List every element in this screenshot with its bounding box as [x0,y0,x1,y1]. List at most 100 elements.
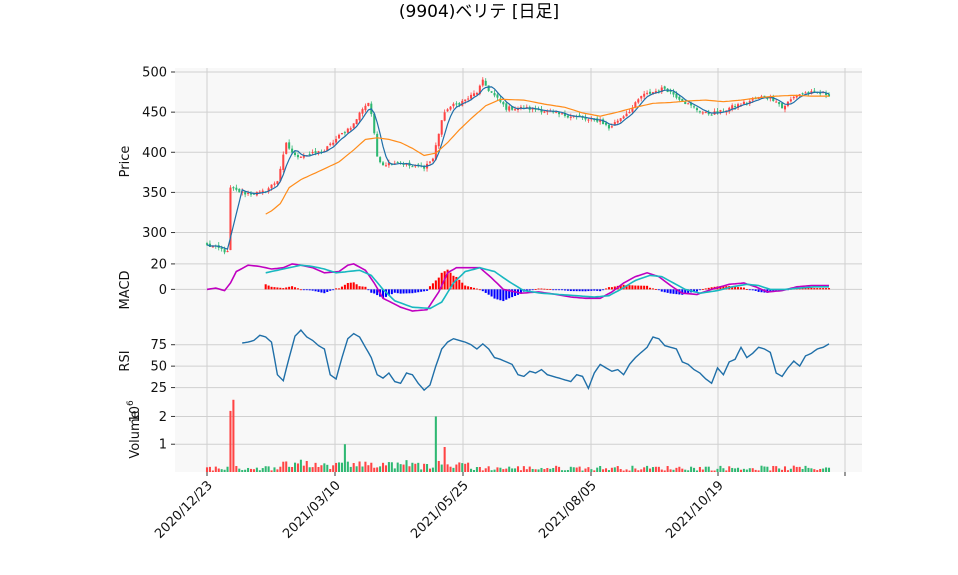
volume-bar [405,460,408,472]
macd-histogram-bar [367,289,370,291]
volume-bar [751,468,754,472]
macd-histogram-bar [340,286,343,290]
macd-histogram-bar [405,289,408,294]
macd-histogram-bar [816,288,819,290]
volume-bar [663,470,666,472]
candle [361,109,364,114]
candle [625,113,628,117]
candle [681,98,684,102]
macd-histogram-bar [382,289,385,299]
volume-bar [792,465,795,472]
volume-bar [622,470,625,472]
volume-bar [431,467,434,472]
macd-histogram-bar [754,289,757,291]
macd-histogram-bar [493,289,496,299]
candle [458,103,461,105]
candle [282,154,285,170]
volume-bar [619,469,622,472]
volume-bar [516,466,520,472]
volume-bar [560,470,564,472]
candle [742,101,745,105]
volume-bar [701,469,704,472]
volume-bar [434,416,437,472]
candle [783,105,787,110]
candle [754,98,757,100]
candle [288,142,291,149]
candle [710,114,713,116]
macd-histogram-bar [775,289,778,292]
volume-bar [232,399,235,472]
volume-bar [358,461,361,472]
macd-histogram-bar [643,285,646,290]
macd-histogram-bar [745,289,748,290]
volume-bar [590,469,593,472]
rsi-ytick-label: 50 [150,360,167,375]
macd-histogram-bar [631,285,634,290]
volume-bar [610,467,613,472]
candle [789,99,792,102]
volume-plot-area [175,397,862,472]
macd-histogram-bar [490,289,493,297]
macd-histogram-bar [596,289,599,291]
macd-histogram-bar [390,289,393,295]
volume-bar [681,468,684,472]
volume-bar [640,469,643,472]
macd-histogram-bar [279,287,282,290]
macd-histogram-bar [572,289,575,292]
candle [540,109,543,113]
candle [613,122,616,126]
volume-bar [376,467,379,472]
volume-bar [449,466,452,472]
candle [252,193,255,195]
volume-bar [414,463,417,472]
volume-bar [643,467,646,472]
volume-bar [332,465,335,472]
chart-title: (9904)ベリテ [日足] [398,2,560,22]
macd-histogram-bar [499,289,502,301]
macd-histogram-bar [276,287,279,290]
candle [772,97,775,101]
volume-bar [672,469,675,472]
volume-bar [725,470,728,472]
macd-histogram-bar [508,289,511,299]
candle [543,111,546,113]
candle [560,113,564,115]
volume-bar [417,462,420,472]
volume-bar [707,466,710,472]
volume-bar [698,466,701,472]
macd-histogram-bar [607,287,610,290]
macd-histogram-bar [693,289,696,292]
macd-histogram-bar [581,289,584,292]
candle [672,91,675,95]
volume-bar [816,470,819,472]
candle [669,90,672,92]
macd-histogram-bar [560,289,564,291]
volume-bar [616,466,619,472]
macd-histogram-bar [461,282,464,290]
macd-histogram-bar [399,289,402,294]
macd-ylabel: MACD [118,271,133,310]
volume-bar [481,470,484,472]
candle [701,112,704,114]
volume-bar [666,466,669,472]
macd-histogram-bar [505,289,508,300]
macd-histogram-bar [481,289,484,292]
candle [452,103,455,107]
macd-histogram-bar [672,289,675,294]
candle [376,133,379,157]
volume-bar [772,465,775,472]
ma-long-line [265,94,829,215]
macd-histogram-bar [619,285,622,290]
candle [707,111,710,115]
candle [610,126,613,128]
volume-bar [285,461,288,472]
macd-histogram-bar [698,289,701,291]
candle [326,146,329,151]
volume-bar [807,467,810,472]
volume-bar [308,467,311,472]
volume-bar [654,466,657,472]
candle [751,99,754,101]
volume-bar [317,467,320,472]
volume-bar [267,466,270,472]
x-tick-label: 2021/03/10 [280,478,344,542]
